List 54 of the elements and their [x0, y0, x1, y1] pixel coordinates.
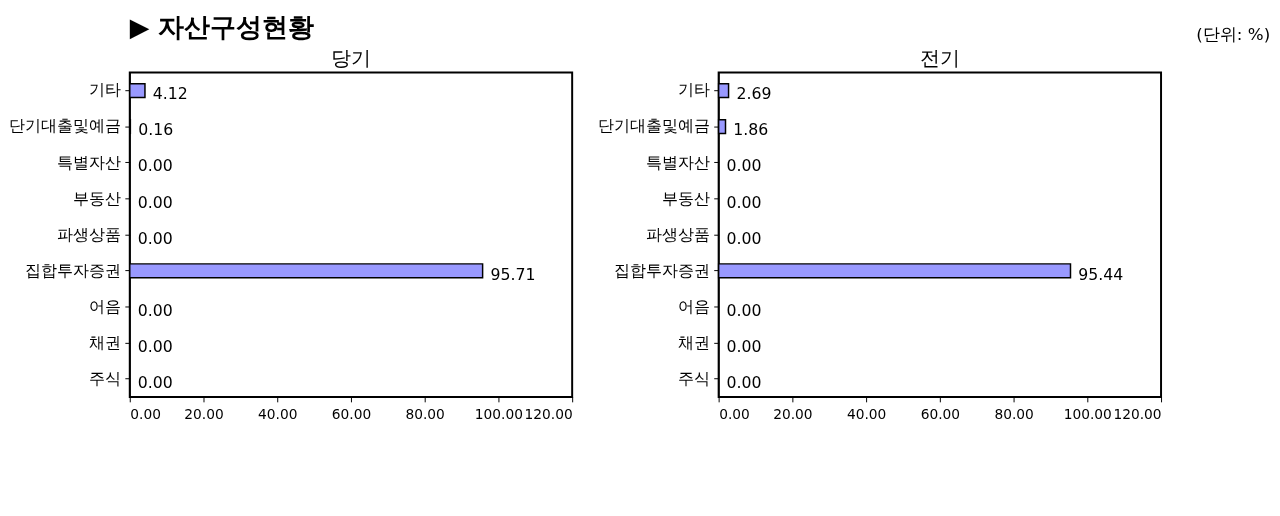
data-label: 0.00	[726, 336, 762, 356]
y-tick-label: 파생상품	[57, 224, 122, 244]
data-label: 0.00	[726, 192, 762, 212]
x-tick-label: 0.00	[719, 406, 750, 423]
x-tick-label: 80.00	[405, 406, 445, 423]
data-label: 95.44	[1078, 264, 1124, 284]
x-tick-label: 20.00	[184, 406, 224, 423]
x-tick-label: 120.00	[524, 406, 573, 423]
y-tick-label: 부동산	[662, 188, 711, 208]
data-label: 0.00	[726, 156, 762, 176]
y-tick-label: 특별자산	[646, 152, 711, 172]
data-label: 0.16	[138, 120, 174, 140]
y-tick-label: 특별자산	[57, 152, 122, 172]
text: (단위: %)	[1196, 24, 1271, 45]
y-tick-label: 단기대출및예금	[598, 116, 711, 136]
chart-title: 당기	[330, 46, 371, 70]
text: ▶ 자산구성현황	[129, 12, 315, 43]
data-label: 0.00	[726, 300, 762, 320]
data-label: 0.00	[137, 336, 173, 356]
data-label: 4.12	[152, 84, 188, 104]
y-tick-label: 어음	[678, 296, 711, 316]
x-tick-label: 60.00	[920, 406, 961, 423]
x-tick-label: 40.00	[846, 406, 887, 423]
y-tick-label: 집합투자증권	[25, 260, 122, 280]
data-label: 0.00	[137, 228, 173, 248]
y-tick-label: 기타	[678, 80, 711, 100]
x-tick-label: 100.00	[474, 406, 523, 423]
x-tick-label: 60.00	[331, 406, 372, 423]
y-tick-label: 파생상품	[646, 224, 711, 244]
data-label: 0.00	[137, 372, 173, 392]
data-label: 0.00	[726, 228, 762, 248]
data-label: 0.00	[137, 192, 173, 212]
y-tick-label: 부동산	[73, 188, 122, 208]
data-label: 95.71	[490, 264, 536, 284]
y-tick-label: 채권	[89, 332, 122, 352]
data-label: 0.00	[726, 372, 762, 392]
y-tick-label: 집합투자증권	[614, 260, 711, 280]
data-label: 0.00	[137, 156, 173, 176]
y-tick-label: 어음	[89, 296, 122, 316]
x-tick-label: 100.00	[1063, 406, 1112, 423]
data-label: 0.00	[137, 300, 173, 320]
y-tick-label: 주식	[678, 368, 711, 388]
y-tick-label: 기타	[89, 80, 122, 100]
x-tick-label: 80.00	[994, 406, 1034, 423]
data-label: 2.69	[736, 84, 772, 104]
x-tick-label: 120.00	[1113, 406, 1162, 423]
x-tick-label: 0.00	[130, 406, 161, 423]
y-tick-label: 채권	[678, 332, 711, 352]
x-tick-label: 20.00	[773, 406, 813, 423]
x-tick-label: 40.00	[258, 406, 298, 423]
y-tick-label: 단기대출및예금	[9, 116, 122, 136]
chart-title: 전기	[919, 46, 960, 70]
data-label: 1.86	[733, 120, 769, 140]
y-tick-label: 주식	[89, 368, 122, 388]
